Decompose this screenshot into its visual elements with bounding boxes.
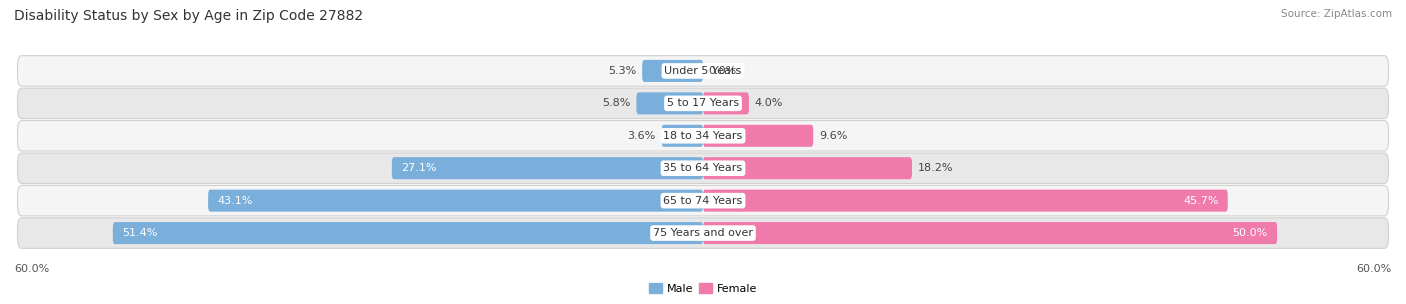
Text: 60.0%: 60.0%: [14, 264, 49, 274]
Text: 50.0%: 50.0%: [1233, 228, 1268, 238]
Text: Disability Status by Sex by Age in Zip Code 27882: Disability Status by Sex by Age in Zip C…: [14, 9, 363, 23]
Text: Under 5 Years: Under 5 Years: [665, 66, 741, 76]
Text: 43.1%: 43.1%: [218, 196, 253, 206]
Text: 60.0%: 60.0%: [1357, 264, 1392, 274]
FancyBboxPatch shape: [703, 222, 1277, 244]
Text: 9.6%: 9.6%: [818, 131, 848, 141]
Text: 45.7%: 45.7%: [1182, 196, 1219, 206]
FancyBboxPatch shape: [112, 222, 703, 244]
FancyBboxPatch shape: [703, 92, 749, 114]
Text: 5.3%: 5.3%: [609, 66, 637, 76]
Text: Source: ZipAtlas.com: Source: ZipAtlas.com: [1281, 9, 1392, 19]
FancyBboxPatch shape: [17, 56, 1389, 86]
Text: 51.4%: 51.4%: [122, 228, 157, 238]
FancyBboxPatch shape: [662, 125, 703, 147]
Text: 75 Years and over: 75 Years and over: [652, 228, 754, 238]
Text: 18 to 34 Years: 18 to 34 Years: [664, 131, 742, 141]
Text: 65 to 74 Years: 65 to 74 Years: [664, 196, 742, 206]
FancyBboxPatch shape: [643, 60, 703, 82]
Legend: Male, Female: Male, Female: [644, 279, 762, 298]
FancyBboxPatch shape: [17, 121, 1389, 151]
Text: 35 to 64 Years: 35 to 64 Years: [664, 163, 742, 173]
Text: 4.0%: 4.0%: [755, 98, 783, 108]
FancyBboxPatch shape: [17, 185, 1389, 216]
FancyBboxPatch shape: [208, 190, 703, 212]
Text: 5.8%: 5.8%: [602, 98, 631, 108]
Text: 18.2%: 18.2%: [918, 163, 953, 173]
FancyBboxPatch shape: [703, 157, 912, 179]
Text: 5 to 17 Years: 5 to 17 Years: [666, 98, 740, 108]
Text: 3.6%: 3.6%: [627, 131, 657, 141]
FancyBboxPatch shape: [17, 218, 1389, 248]
Text: 27.1%: 27.1%: [401, 163, 436, 173]
Text: 0.0%: 0.0%: [709, 66, 737, 76]
FancyBboxPatch shape: [637, 92, 703, 114]
FancyBboxPatch shape: [703, 125, 813, 147]
FancyBboxPatch shape: [703, 190, 1227, 212]
FancyBboxPatch shape: [392, 157, 703, 179]
FancyBboxPatch shape: [17, 88, 1389, 119]
FancyBboxPatch shape: [17, 153, 1389, 183]
